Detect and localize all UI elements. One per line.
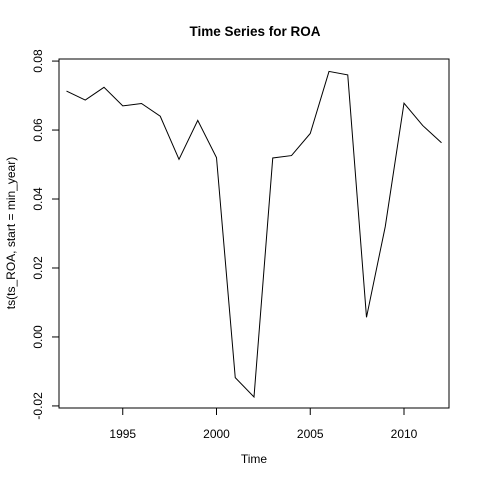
roa-series-line [66, 70, 442, 399]
data-point [234, 376, 236, 378]
data-point [103, 86, 105, 88]
y-tick-label: 0.06 [31, 118, 45, 142]
data-point [347, 74, 349, 76]
data-point [365, 316, 367, 318]
data-point [309, 132, 311, 134]
data-point [65, 90, 67, 92]
y-tick-label: 0.00 [31, 325, 45, 349]
data-point [253, 396, 255, 398]
data-point [440, 142, 442, 144]
data-point [84, 99, 86, 101]
data-point [328, 70, 330, 72]
y-axis-label: ts(ts_ROA, start = min_year) [4, 157, 18, 309]
data-point [403, 102, 405, 104]
data-point [178, 158, 180, 160]
x-axis: 1995 2000 2005 2010 [109, 407, 418, 441]
chart-title: Time Series for ROA [189, 24, 320, 39]
y-tick-label: 0.04 [31, 187, 45, 211]
data-point [197, 119, 199, 121]
series-layer [65, 70, 442, 399]
data-point [384, 225, 386, 227]
plot-frame [58, 58, 450, 409]
y-tick-label: -0.02 [31, 392, 45, 420]
data-point [215, 156, 217, 158]
y-axis: -0.02 0.00 0.02 0.04 0.06 0.08 [31, 49, 60, 420]
x-tick-label: 2010 [391, 427, 418, 441]
x-tick-label: 1995 [109, 427, 136, 441]
data-point [122, 105, 124, 107]
data-point [422, 124, 424, 126]
data-point [272, 157, 274, 159]
data-point [290, 154, 292, 156]
y-tick-label: 0.08 [31, 49, 45, 73]
x-tick-label: 2005 [297, 427, 324, 441]
data-point [140, 102, 142, 104]
x-tick-label: 2000 [203, 427, 230, 441]
x-axis-label: Time [241, 452, 268, 466]
data-point [159, 115, 161, 117]
y-tick-label: 0.02 [31, 256, 45, 280]
